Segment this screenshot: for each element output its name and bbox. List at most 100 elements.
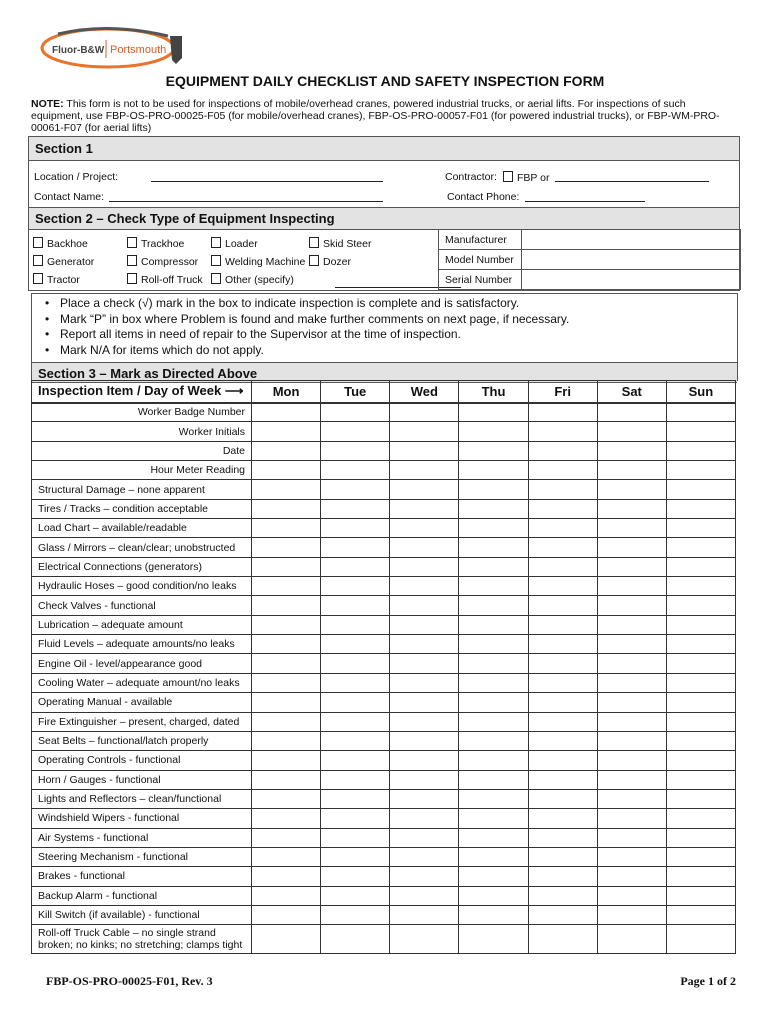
day-cell[interactable] [458,866,529,887]
day-cell[interactable] [320,788,391,810]
equipment-option[interactable]: Compressor [127,255,198,268]
day-cell[interactable] [527,421,598,442]
day-cell[interactable] [527,460,598,481]
day-cell[interactable] [320,634,391,655]
day-cell[interactable] [596,460,667,481]
day-cell[interactable] [527,750,598,771]
checkbox[interactable] [211,237,221,248]
day-cell[interactable] [527,614,598,636]
day-cell[interactable] [458,634,529,655]
day-cell[interactable] [389,653,460,674]
day-cell[interactable] [527,769,598,790]
day-cell[interactable] [250,866,322,887]
day-cell[interactable] [665,556,737,578]
day-cell[interactable] [665,866,737,887]
day-cell[interactable] [458,692,529,713]
day-cell[interactable] [389,885,460,906]
day-cell[interactable] [527,904,598,926]
day-cell[interactable] [527,711,598,732]
day-cell[interactable] [596,537,667,558]
equipment-option[interactable]: Skid Steer [309,237,371,250]
day-cell[interactable] [527,440,598,462]
day-cell[interactable] [665,808,737,829]
day-cell[interactable] [389,576,460,597]
day-cell[interactable] [250,576,322,597]
day-cell[interactable] [250,711,322,732]
day-cell[interactable] [596,885,667,906]
day-cell[interactable] [665,498,737,520]
day-cell[interactable] [596,827,667,848]
day-cell[interactable] [389,460,460,481]
day-cell[interactable] [389,904,460,926]
day-cell[interactable] [458,769,529,790]
day-cell[interactable] [389,556,460,578]
checkbox[interactable] [127,237,137,248]
equipment-option[interactable]: Loader [211,237,258,250]
day-cell[interactable] [665,904,737,926]
day-cell[interactable] [665,924,737,955]
day-cell[interactable] [596,846,667,868]
day-cell[interactable] [320,518,391,539]
day-cell[interactable] [320,692,391,713]
day-cell[interactable] [250,672,322,694]
day-cell[interactable] [458,846,529,868]
day-cell[interactable] [250,498,322,520]
day-cell[interactable] [320,440,391,462]
checkbox[interactable] [33,255,43,266]
checkbox[interactable] [309,237,319,248]
day-cell[interactable] [596,556,667,578]
day-cell[interactable] [320,479,391,500]
day-cell[interactable] [596,788,667,810]
day-cell[interactable] [389,479,460,500]
day-cell[interactable] [250,924,322,955]
day-cell[interactable] [458,750,529,771]
day-cell[interactable] [250,846,322,868]
day-cell[interactable] [389,866,460,887]
day-cell[interactable] [389,672,460,694]
day-cell[interactable] [596,750,667,771]
day-cell[interactable] [320,827,391,848]
day-cell[interactable] [665,421,737,442]
location-field[interactable] [151,171,383,182]
day-cell[interactable] [596,479,667,500]
day-cell[interactable] [665,634,737,655]
day-cell[interactable] [458,595,529,616]
day-cell[interactable] [458,614,529,636]
day-cell[interactable] [320,401,391,423]
equipment-option[interactable]: Tractor [33,273,80,286]
day-cell[interactable] [596,672,667,694]
day-cell[interactable] [250,769,322,790]
day-cell[interactable] [250,518,322,539]
day-cell[interactable] [665,827,737,848]
day-cell[interactable] [458,537,529,558]
checkbox[interactable] [127,255,137,266]
day-cell[interactable] [389,421,460,442]
day-cell[interactable] [389,401,460,423]
day-cell[interactable] [596,421,667,442]
day-cell[interactable] [458,576,529,597]
day-cell[interactable] [665,576,737,597]
day-cell[interactable] [596,904,667,926]
day-cell[interactable] [250,808,322,829]
day-cell[interactable] [596,866,667,887]
day-cell[interactable] [596,730,667,752]
day-cell[interactable] [458,711,529,732]
day-cell[interactable] [320,750,391,771]
day-cell[interactable] [250,614,322,636]
day-cell[interactable] [250,692,322,713]
day-cell[interactable] [250,440,322,462]
day-cell[interactable] [389,808,460,829]
day-cell[interactable] [458,885,529,906]
checkbox[interactable] [211,255,221,266]
day-cell[interactable] [596,769,667,790]
day-cell[interactable] [665,614,737,636]
day-cell[interactable] [527,537,598,558]
day-cell[interactable] [389,827,460,848]
day-cell[interactable] [596,614,667,636]
day-cell[interactable] [665,460,737,481]
day-cell[interactable] [320,924,391,955]
day-cell[interactable] [250,460,322,481]
equipment-option[interactable]: Trackhoe [127,237,184,250]
day-cell[interactable] [596,595,667,616]
contractor-field[interactable] [555,171,709,182]
